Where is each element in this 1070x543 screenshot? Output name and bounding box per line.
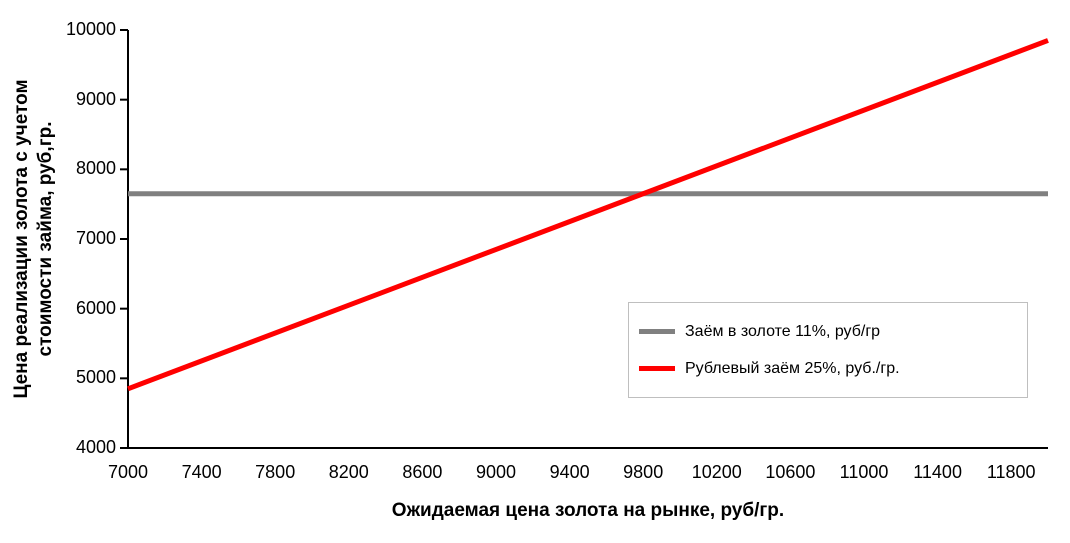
legend-item: Рублевый заём 25%, руб./гр.	[639, 360, 1017, 378]
y-tick-label: 5000	[0, 367, 116, 388]
y-tick-label: 4000	[0, 437, 116, 458]
x-tick-label: 7400	[182, 462, 222, 483]
legend-label: Рублевый заём 25%, руб./гр.	[685, 360, 900, 378]
x-tick-label: 10200	[692, 462, 742, 483]
x-tick-label: 9800	[623, 462, 663, 483]
y-tick-label: 8000	[0, 158, 116, 179]
x-tick-label: 8200	[329, 462, 369, 483]
chart-svg	[0, 0, 1070, 543]
x-tick-label: 10600	[765, 462, 815, 483]
x-tick-label: 7800	[255, 462, 295, 483]
x-tick-label: 9400	[550, 462, 590, 483]
x-tick-label: 11800	[987, 462, 1036, 483]
x-tick-label: 7000	[108, 462, 148, 483]
x-tick-label: 11400	[913, 462, 962, 483]
chart-legend: Заём в золоте 11%, руб/гр Рублевый заём 2…	[628, 302, 1028, 398]
y-tick-label: 6000	[0, 298, 116, 319]
x-tick-label: 8600	[402, 462, 442, 483]
y-tick-label: 7000	[0, 228, 116, 249]
legend-swatch	[639, 329, 675, 334]
x-axis-title: Ожидаемая цена золота на рынке, руб/гр.	[392, 500, 784, 522]
legend-label: Заём в золоте 11%, руб/гр	[685, 323, 880, 341]
y-tick-label: 9000	[0, 89, 116, 110]
y-tick-label: 10000	[0, 19, 116, 40]
x-tick-label: 9000	[476, 462, 516, 483]
legend-swatch	[639, 366, 675, 371]
x-tick-label: 11000	[840, 462, 889, 483]
legend-item: Заём в золоте 11%, руб/гр	[639, 323, 1017, 341]
line-chart: Цена реализации золота с учетом стоимост…	[0, 0, 1070, 543]
